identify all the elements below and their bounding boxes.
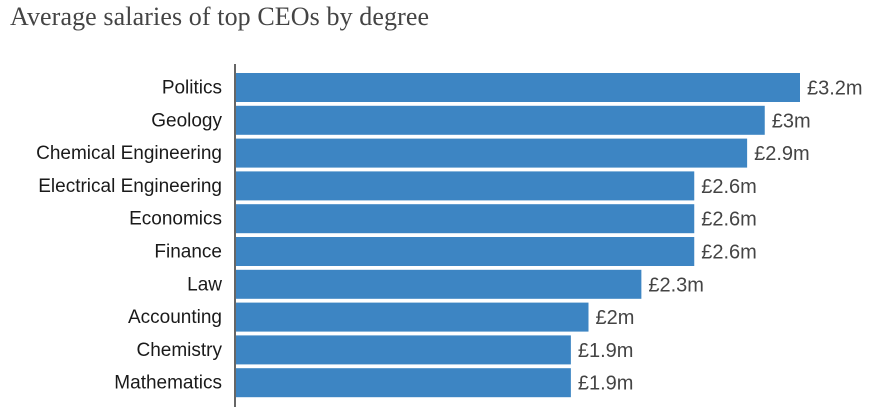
value-label-mathematics: £1.9m — [578, 373, 634, 395]
value-label-economics: £2.6m — [701, 209, 757, 231]
value-label-politics: £3.2m — [807, 78, 863, 100]
category-label-electrical-engineering: Electrical Engineering — [38, 176, 222, 197]
category-label-economics: Economics — [129, 209, 222, 230]
bar-economics — [236, 204, 695, 234]
category-label-geology: Geology — [151, 110, 222, 131]
category-label-chemistry: Chemistry — [136, 340, 222, 361]
category-label-mathematics: Mathematics — [114, 373, 222, 394]
value-label-chemical-engineering: £2.9m — [754, 143, 810, 165]
category-label-law: Law — [187, 274, 222, 295]
value-labels-group: £3.2m £3m £2.9m £2.6m £2.6m £2.6m £2.3m £2m £1.9… — [578, 78, 863, 395]
bar-electrical-engineering — [236, 171, 695, 201]
chart-title: Average salaries of top CEOs by degree — [10, 2, 430, 31]
value-label-electrical-engineering: £2.6m — [701, 176, 757, 198]
bar-finance — [236, 237, 695, 266]
bar-politics — [236, 73, 800, 102]
category-label-finance: Finance — [154, 242, 222, 263]
bar-accounting — [236, 302, 589, 332]
bar-chemical-engineering — [236, 138, 748, 168]
bar-geology — [236, 105, 765, 135]
bar-mathematics — [236, 368, 571, 398]
bar-chemistry — [236, 335, 571, 365]
category-label-accounting: Accounting — [128, 307, 222, 328]
bar-law — [236, 269, 642, 299]
value-label-chemistry: £1.9m — [578, 340, 634, 362]
value-label-accounting: £2m — [596, 307, 635, 329]
category-label-chemical-engineering: Chemical Engineering — [36, 143, 222, 164]
category-labels-group: Politics Geology Chemical Engineering Elect… — [36, 78, 222, 394]
bars-group — [236, 73, 800, 398]
value-label-geology: £3m — [772, 110, 811, 132]
category-label-politics: Politics — [162, 78, 222, 99]
value-label-law: £2.3m — [648, 274, 704, 296]
value-label-finance: £2.6m — [701, 242, 757, 264]
